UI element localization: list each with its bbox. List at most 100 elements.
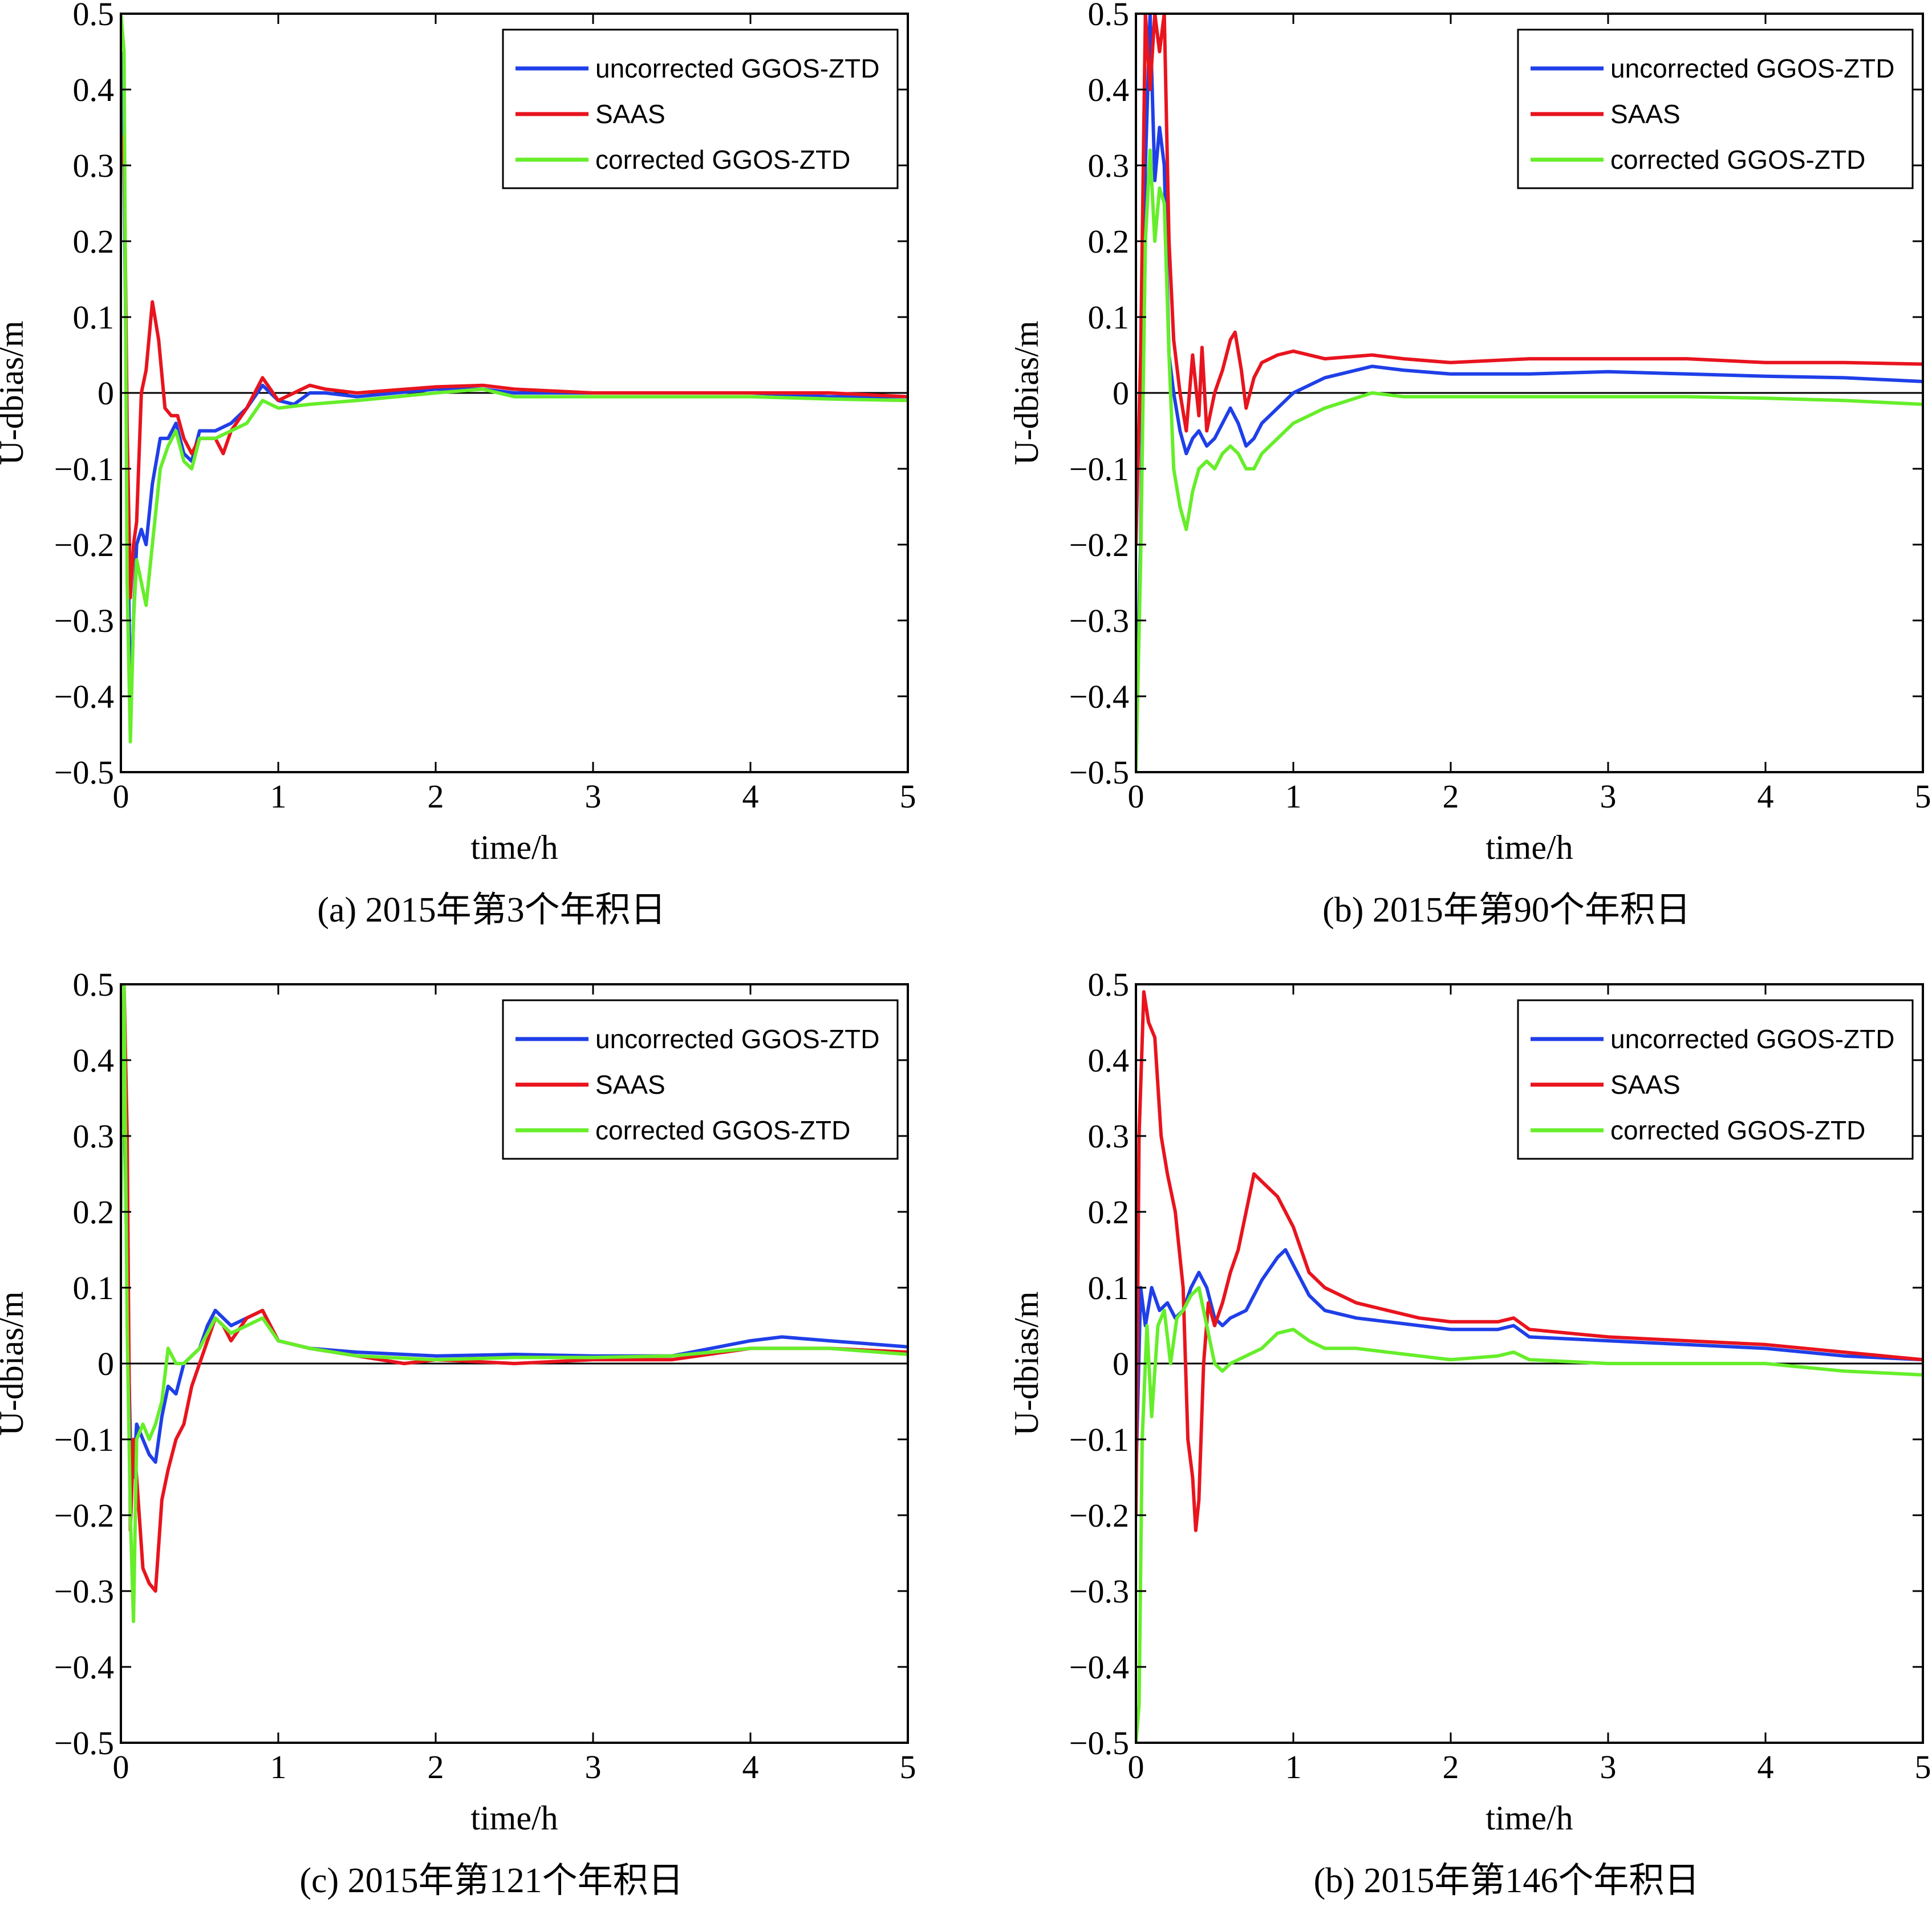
legend: uncorrected GGOS-ZTD SAAS corrected GGOS… <box>1517 29 1914 189</box>
y-tick-label: 0 <box>98 1345 114 1382</box>
y-tick-label: −0.5 <box>1069 1725 1129 1762</box>
series-layer <box>121 984 908 1624</box>
axes-layer: 0 1 2 3 4 5 −0.5 −0.4 −0.3 −0.2 −0.1 0 0.1 0.2 0.3 0.4 0… <box>1069 966 1931 1786</box>
series-line-uncorrected-ggos-ztd <box>1136 14 1923 735</box>
series-line-corrected-ggos-ztd <box>121 984 908 1624</box>
chart-caption: (b) 2015年第146个年积日 <box>1314 1861 1700 1900</box>
y-tick-label: 0.2 <box>1088 223 1130 260</box>
x-tick-label: 5 <box>1915 778 1931 815</box>
series-line-uncorrected-ggos-ztd <box>1136 1248 1923 1478</box>
series-line-saas <box>1136 14 1923 545</box>
y-tick-label: −0.1 <box>1069 1421 1129 1458</box>
chart-panel-b: 0 1 2 3 4 5 −0.5 −0.4 −0.3 −0.2 −0.1 0 0.1 0.2 0.3 0.4 0… <box>1008 0 1931 930</box>
y-axis-label: U-dbias/m <box>1008 1291 1045 1435</box>
series-layer <box>1136 990 1923 1743</box>
legend-box <box>1517 29 1914 189</box>
x-tick-label: 3 <box>585 778 602 815</box>
y-tick-label: −0.3 <box>54 1573 114 1610</box>
y-tick-label: 0.3 <box>1088 147 1130 184</box>
legend-box <box>502 999 899 1160</box>
x-tick-label: 2 <box>428 778 444 815</box>
legend-label-uncorrected: uncorrected GGOS-ZTD <box>1610 54 1894 83</box>
x-tick-label: 0 <box>113 1748 129 1786</box>
x-tick-label: 2 <box>1443 778 1459 815</box>
chart-caption: (a) 2015年第3个年积日 <box>317 891 665 930</box>
y-tick-label: 0.3 <box>73 147 115 184</box>
y-tick-label: −0.5 <box>1069 754 1129 791</box>
y-tick-label: 0.5 <box>1088 966 1130 1003</box>
x-axis-label: time/h <box>1485 1799 1573 1837</box>
legend-box <box>1517 999 1914 1160</box>
y-tick-label: −0.4 <box>1069 678 1129 715</box>
y-tick-label: 0.2 <box>1088 1194 1130 1231</box>
y-tick-label: 0.1 <box>73 299 115 336</box>
y-tick-label: −0.4 <box>54 678 114 715</box>
legend: uncorrected GGOS-ZTD SAAS corrected GGOS… <box>502 999 899 1160</box>
chart-caption: (b) 2015年第90个年积日 <box>1322 891 1691 930</box>
y-tick-label: 0.3 <box>73 1118 115 1155</box>
legend-label-corrected: corrected GGOS-ZTD <box>595 1115 850 1145</box>
x-axis-label: time/h <box>470 829 558 866</box>
x-tick-label: 1 <box>1285 1748 1302 1786</box>
y-tick-label: 0.1 <box>1088 299 1130 336</box>
x-tick-label: 3 <box>585 1748 602 1786</box>
series-line-saas <box>121 984 908 1593</box>
y-axis-label: U-dbias/m <box>0 1291 30 1435</box>
y-axis-label: U-dbias/m <box>1008 320 1045 465</box>
x-tick-label: 4 <box>742 778 759 815</box>
y-tick-label: −0.2 <box>1069 526 1129 563</box>
y-tick-label: 0.4 <box>1088 1042 1130 1079</box>
series-line-corrected-ggos-ztd <box>1136 148 1923 772</box>
y-tick-label: −0.1 <box>54 451 114 488</box>
x-tick-label: 1 <box>1285 778 1302 815</box>
series-line-uncorrected-ggos-ztd <box>121 1058 908 1479</box>
x-tick-label: 4 <box>1758 778 1774 815</box>
legend: uncorrected GGOS-ZTD SAAS corrected GGOS… <box>1517 999 1914 1160</box>
series-line-corrected-ggos-ztd <box>121 14 908 744</box>
y-tick-label: −0.5 <box>54 1725 114 1762</box>
x-tick-label: 0 <box>113 778 129 815</box>
y-tick-label: −0.2 <box>54 526 114 563</box>
legend-label-corrected: corrected GGOS-ZTD <box>595 145 850 175</box>
x-tick-label: 2 <box>1443 1748 1459 1786</box>
y-tick-label: 0.1 <box>73 1269 115 1307</box>
axes-layer: 0 1 2 3 4 5 −0.5 −0.4 −0.3 −0.2 −0.1 0 0.1 0.2 0.3 0.4 0… <box>54 966 916 1786</box>
series-layer <box>1136 14 1923 772</box>
legend-label-uncorrected: uncorrected GGOS-ZTD <box>595 54 879 83</box>
y-axis-label: U-dbias/m <box>0 320 30 465</box>
series-line-saas <box>1136 990 1923 1532</box>
y-tick-label: −0.3 <box>1069 1573 1129 1610</box>
x-tick-label: 4 <box>1758 1748 1774 1786</box>
x-tick-label: 5 <box>900 778 916 815</box>
series-line-uncorrected-ggos-ztd <box>121 51 908 721</box>
x-tick-label: 0 <box>1128 778 1144 815</box>
x-tick-label: 0 <box>1128 1748 1144 1786</box>
x-axis-label: time/h <box>1485 829 1573 866</box>
axes-layer: 0 1 2 3 4 5 −0.5 −0.4 −0.3 −0.2 −0.1 0 0.1 0.2 0.3 0.4 0… <box>1069 0 1931 815</box>
x-tick-label: 5 <box>900 1748 916 1786</box>
x-tick-label: 5 <box>1915 1748 1931 1786</box>
legend-label-saas: SAAS <box>595 1070 665 1099</box>
y-tick-label: −0.1 <box>54 1421 114 1458</box>
legend-label-corrected: corrected GGOS-ZTD <box>1610 145 1865 175</box>
series-line-corrected-ggos-ztd <box>1136 1286 1923 1743</box>
y-tick-label: −0.4 <box>54 1649 114 1686</box>
y-tick-label: −0.3 <box>54 602 114 639</box>
legend-label-saas: SAAS <box>1610 1070 1681 1099</box>
x-tick-label: 3 <box>1600 778 1617 815</box>
y-tick-label: −0.5 <box>54 754 114 791</box>
x-axis-label: time/h <box>470 1799 558 1837</box>
axes-layer: 0 1 2 3 4 5 −0.5 −0.4 −0.3 −0.2 −0.1 0 0.1 0.2 0.3 0.4 0… <box>54 0 916 815</box>
legend-label-saas: SAAS <box>1610 99 1681 129</box>
x-tick-label: 1 <box>270 1748 287 1786</box>
y-tick-label: −0.2 <box>54 1497 114 1534</box>
y-tick-label: 0 <box>1113 1345 1129 1382</box>
legend-box <box>502 29 899 189</box>
x-tick-label: 1 <box>270 778 287 815</box>
y-tick-label: −0.3 <box>1069 602 1129 639</box>
series-line-saas <box>121 133 908 600</box>
legend-label-uncorrected: uncorrected GGOS-ZTD <box>1610 1024 1894 1054</box>
y-tick-label: 0.2 <box>73 223 115 260</box>
x-tick-label: 4 <box>742 1748 759 1786</box>
